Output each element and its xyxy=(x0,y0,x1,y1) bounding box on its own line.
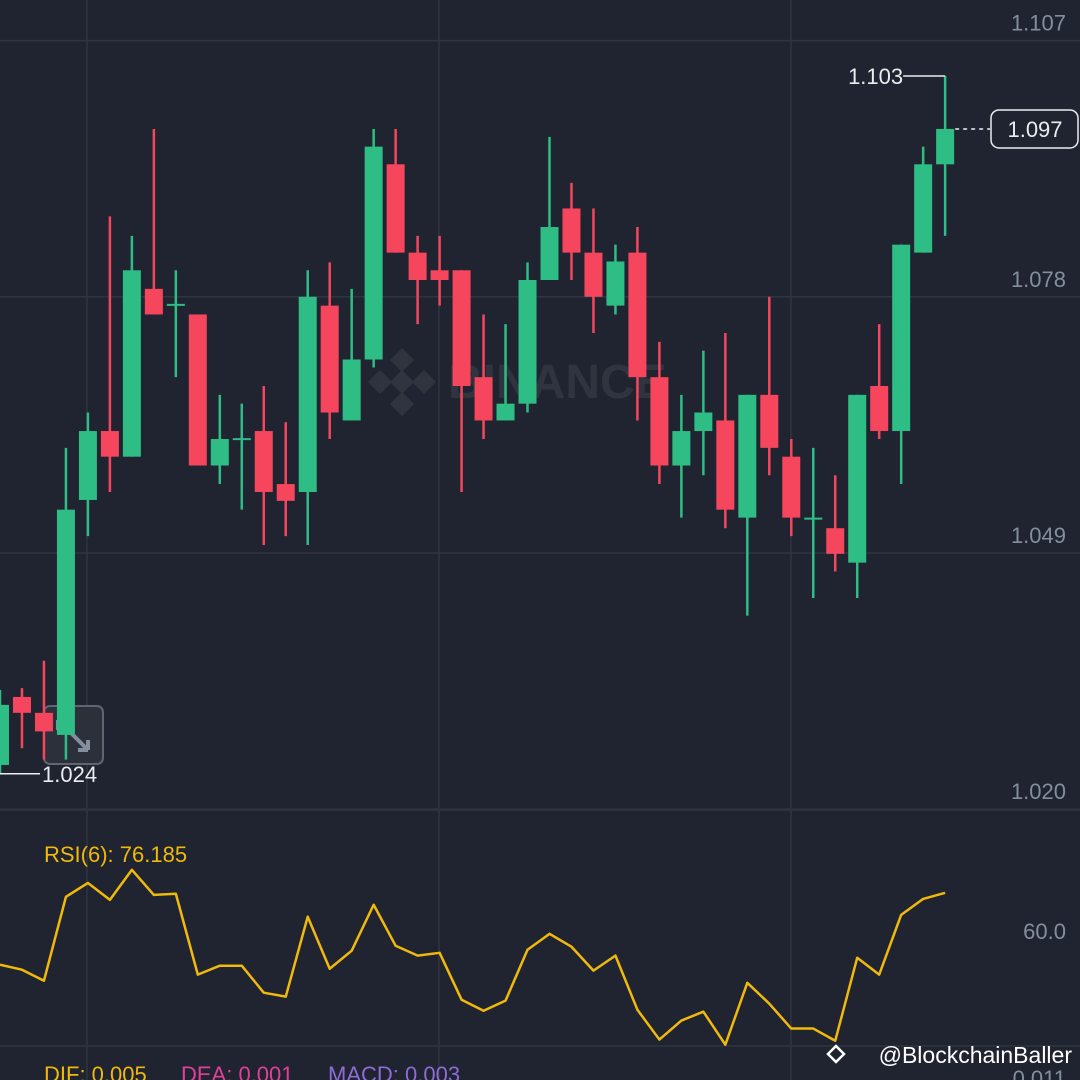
candle-body xyxy=(452,270,471,387)
candle-body xyxy=(364,146,383,360)
candle-body xyxy=(320,305,339,413)
candle-body xyxy=(650,377,669,466)
low-marker: 1.024 xyxy=(42,762,97,787)
candle-body xyxy=(760,394,779,448)
candle-body xyxy=(210,439,229,466)
y-tick-label: 0.011 xyxy=(1013,1066,1066,1080)
candle-body xyxy=(232,438,251,441)
candle-body xyxy=(430,270,449,281)
candle-body xyxy=(914,164,933,253)
last-price-box xyxy=(990,109,1079,149)
candle-body xyxy=(716,420,735,510)
candle-body xyxy=(936,128,955,165)
candle-body xyxy=(606,261,625,306)
candle-body xyxy=(518,280,537,404)
candle-body xyxy=(804,517,823,520)
legend-entry: RSI(6): 76.185 xyxy=(44,842,187,867)
y-tick-label: 1.107 xyxy=(1011,11,1066,36)
credit-logo xyxy=(826,1044,846,1064)
credit: @BlockchainBaller xyxy=(879,1042,1073,1068)
candle-body xyxy=(408,252,427,281)
candle-body xyxy=(254,431,273,493)
candle-body xyxy=(870,386,889,432)
candle-body xyxy=(628,252,647,378)
high-marker: 1.103 xyxy=(848,64,903,89)
candle-body xyxy=(78,431,97,500)
candle-body xyxy=(166,303,185,306)
candle-body xyxy=(34,712,53,732)
candle-body xyxy=(474,377,493,421)
last-price: 1.097 xyxy=(1007,117,1062,142)
rsi-line xyxy=(0,868,946,1046)
candle-body xyxy=(342,359,361,421)
candle-body xyxy=(12,696,31,713)
candle-body xyxy=(694,412,713,432)
candle-body xyxy=(892,244,911,432)
candle-body xyxy=(0,704,9,765)
candle-body xyxy=(144,288,163,315)
candle-body xyxy=(496,403,515,421)
candle-body xyxy=(848,394,867,563)
candle-body xyxy=(738,394,757,518)
candle-body xyxy=(122,270,141,457)
candle-body xyxy=(826,528,845,554)
indicator-label: DEA: 0.001 xyxy=(181,1062,294,1080)
candle-body xyxy=(276,484,295,501)
candle-body xyxy=(672,431,691,466)
candle-body xyxy=(56,509,75,735)
candle-body xyxy=(584,252,603,297)
candle-body xyxy=(188,314,207,466)
candle-body xyxy=(562,208,581,253)
y-tick-label: 1.078 xyxy=(1011,267,1066,292)
candle-body xyxy=(100,431,119,457)
candle-body xyxy=(386,164,405,253)
candle-body xyxy=(540,227,559,281)
y-tick-label: 1.020 xyxy=(1011,779,1066,804)
y-tick-label: 1.049 xyxy=(1011,523,1066,548)
candle-body xyxy=(298,296,317,493)
indicator-label: DIF: 0.005 xyxy=(44,1062,147,1080)
indicator-label: MACD: 0.003 xyxy=(328,1062,460,1080)
candle-body xyxy=(782,456,801,518)
y-tick-label: 60.0 xyxy=(1023,919,1066,944)
